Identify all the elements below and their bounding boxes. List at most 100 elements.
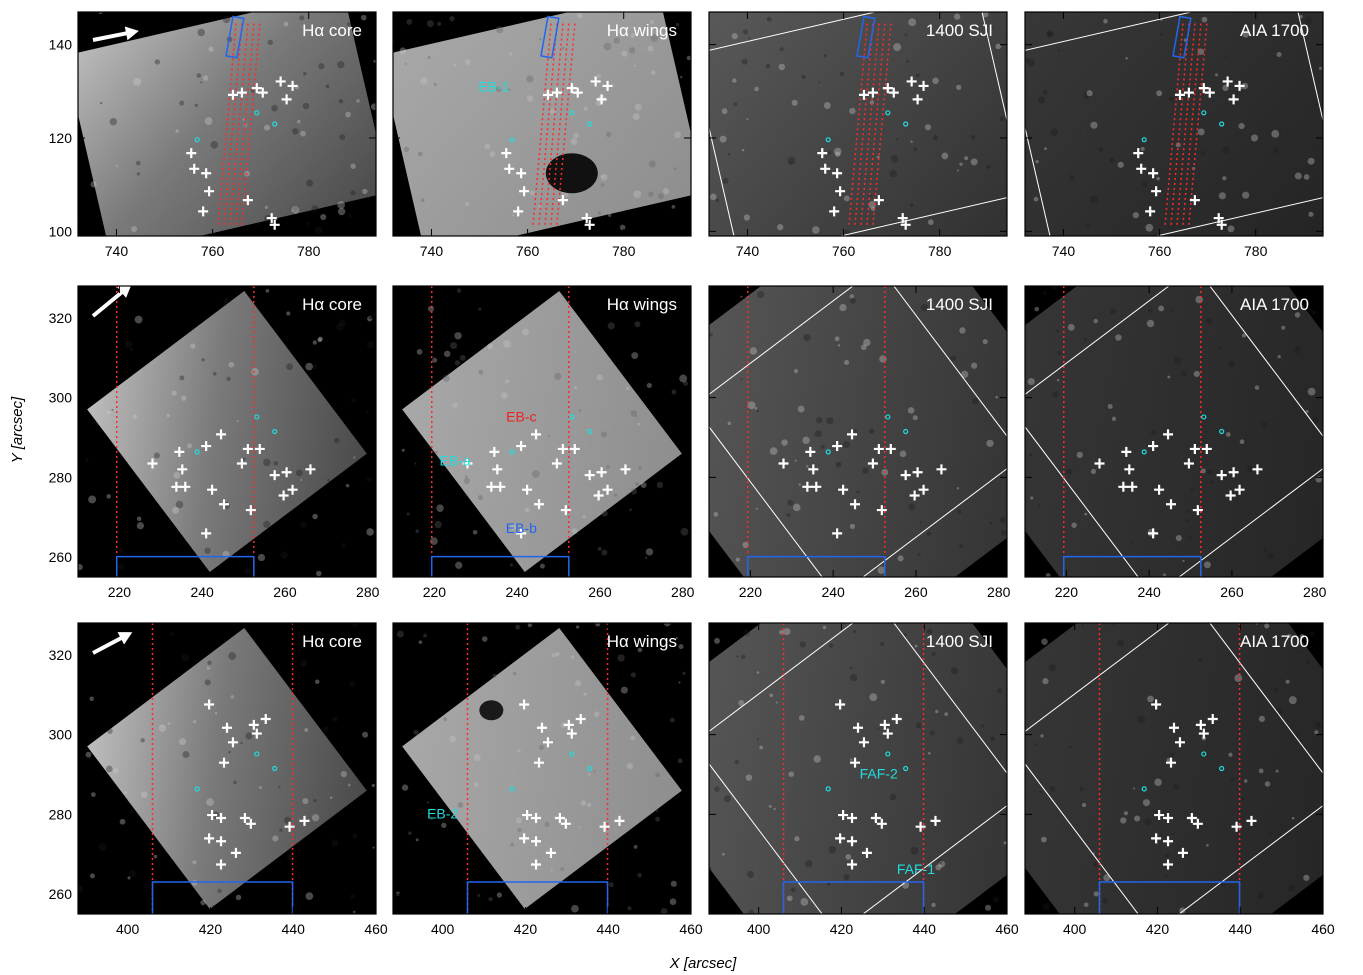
cross-marker <box>1151 833 1162 844</box>
texture-blob <box>305 362 313 371</box>
x-tick-label: 740 <box>420 243 444 259</box>
cross-marker <box>537 722 547 733</box>
texture-blob <box>1225 55 1228 59</box>
cross-marker <box>1166 499 1177 510</box>
texture-blob <box>806 465 809 468</box>
texture-blob <box>608 882 614 888</box>
texture-blob <box>870 206 876 212</box>
texture-blob <box>1288 696 1297 705</box>
texture-blob <box>626 386 630 390</box>
texture-blob <box>473 753 481 762</box>
texture-blob <box>798 483 801 486</box>
texture-blob <box>203 75 209 81</box>
texture-blob <box>1163 573 1166 577</box>
cross-marker <box>590 76 601 87</box>
cross-marker <box>1183 87 1194 98</box>
texture-blob <box>1314 103 1317 106</box>
texture-blob <box>1052 391 1059 398</box>
texture-blob <box>201 358 205 362</box>
texture-blob <box>1040 734 1044 738</box>
texture-blob <box>787 499 794 506</box>
texture-blob <box>259 785 263 789</box>
texture-blob <box>638 466 642 470</box>
texture-blob <box>1170 309 1173 313</box>
texture-blob <box>783 628 791 636</box>
texture-blob <box>529 190 535 196</box>
texture-blob <box>910 203 914 208</box>
texture-blob <box>124 340 133 349</box>
texture-blob <box>1277 355 1281 359</box>
texture-blob <box>166 413 170 418</box>
cross-marker <box>1225 490 1236 501</box>
texture-blob <box>372 846 375 849</box>
texture-blob <box>367 341 375 349</box>
x-tick-label: 420 <box>514 921 538 937</box>
panel-row-3-col-1: Hα core 400 420 440 460 260 280 300 320 <box>49 622 388 937</box>
texture-blob <box>312 513 318 520</box>
cross-marker <box>201 528 212 539</box>
texture-blob <box>820 444 825 449</box>
texture-blob <box>299 15 305 21</box>
texture-blob <box>794 836 800 842</box>
cross-marker <box>867 87 878 98</box>
cross-marker <box>1204 87 1215 98</box>
cross-marker <box>811 481 822 492</box>
context-box <box>782 881 925 914</box>
eb-marker <box>587 428 593 435</box>
texture-blob <box>453 64 457 67</box>
cross-marker <box>545 847 556 858</box>
texture-blob <box>84 457 89 462</box>
texture-blob <box>982 339 988 345</box>
texture-blob <box>908 18 917 27</box>
y-axis-label: Y [arcsec] <box>9 396 26 463</box>
cross-marker <box>171 481 182 492</box>
texture-blob <box>713 511 719 517</box>
texture-blob <box>583 692 587 696</box>
texture-blob <box>561 46 565 50</box>
cross-marker <box>204 833 215 844</box>
texture-blob <box>1156 176 1160 181</box>
texture-blob <box>481 636 488 642</box>
texture-blob <box>297 119 301 124</box>
x-tick-label: 260 <box>588 584 612 600</box>
texture-blob <box>1255 876 1258 879</box>
texture-blob <box>436 504 444 512</box>
texture-blob <box>243 124 247 128</box>
eb-marker <box>1201 414 1207 420</box>
cross-marker <box>1177 847 1188 858</box>
cross-marker <box>1189 443 1200 454</box>
texture-blob <box>742 628 750 636</box>
x-tick-label: 260 <box>273 584 297 600</box>
texture-blob <box>353 910 356 914</box>
cross-marker <box>531 836 542 847</box>
cross-marker <box>242 195 253 206</box>
x-tick-label: 440 <box>913 921 937 937</box>
texture-blob <box>650 34 659 42</box>
texture-blob <box>862 467 869 475</box>
texture-blob <box>337 207 346 216</box>
texture-blob <box>802 436 810 445</box>
texture-blob <box>560 867 565 871</box>
texture-blob <box>999 116 1005 122</box>
texture-blob <box>311 814 320 822</box>
texture-blob <box>401 448 405 452</box>
sunspot <box>545 153 598 194</box>
texture-blob <box>980 724 984 728</box>
texture-blob <box>740 378 743 381</box>
cross-marker <box>180 481 191 492</box>
texture-blob <box>682 671 686 676</box>
texture-blob <box>1134 815 1141 822</box>
texture-blob <box>970 134 976 140</box>
context-box <box>115 555 255 577</box>
texture-blob <box>1111 416 1117 422</box>
slit-line <box>217 23 237 225</box>
field-of-view <box>402 290 682 573</box>
texture-blob <box>206 666 210 670</box>
texture-blob <box>950 355 957 362</box>
texture-blob <box>1314 730 1319 735</box>
panel-frame <box>1024 11 1324 237</box>
cross-marker <box>560 818 571 829</box>
texture-blob <box>613 493 618 497</box>
texture-blob <box>416 348 423 355</box>
